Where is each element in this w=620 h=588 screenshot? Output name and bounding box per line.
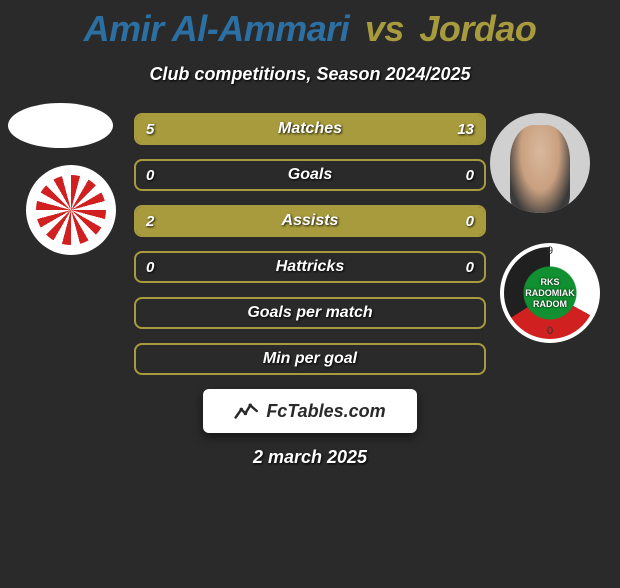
stat-row: 20Assists [134,205,486,237]
chart-icon [234,400,260,422]
stat-label: Goals [136,161,484,189]
watermark-text: FcTables.com [266,401,385,422]
comparison-bars: 513Matches 00Goals 20Assists 00Hattricks Goa… [134,113,486,375]
comparison-title: Amir Al-Ammari vs Jordao [0,8,620,50]
vs-label: vs [365,8,404,49]
player2-name: Jordao [419,8,536,49]
stat-row: Goals per match [134,297,486,329]
comparison-content: 0 513Matches 00Goals 20Assists 00Hattricks G… [0,113,620,468]
stat-label: Hattricks [136,253,484,281]
badge-zero: 0 [504,325,596,337]
stat-row: 00Hattricks [134,251,486,283]
stat-label: Goals per match [136,299,484,327]
stat-label: Assists [136,207,484,235]
stat-row: Min per goal [134,343,486,375]
player1-avatar [8,103,113,148]
player2-club-badge: 0 [500,243,600,343]
watermark: FcTables.com [203,389,417,433]
date: 2 march 2025 [0,447,620,468]
player1-name: Amir Al-Ammari [84,8,350,49]
player1-club-badge [26,165,116,255]
stat-label: Min per goal [136,345,484,373]
player2-avatar [490,113,590,213]
stat-label: Matches [136,115,484,143]
stat-row: 00Goals [134,159,486,191]
subtitle: Club competitions, Season 2024/2025 [0,64,620,85]
stat-row: 513Matches [134,113,486,145]
